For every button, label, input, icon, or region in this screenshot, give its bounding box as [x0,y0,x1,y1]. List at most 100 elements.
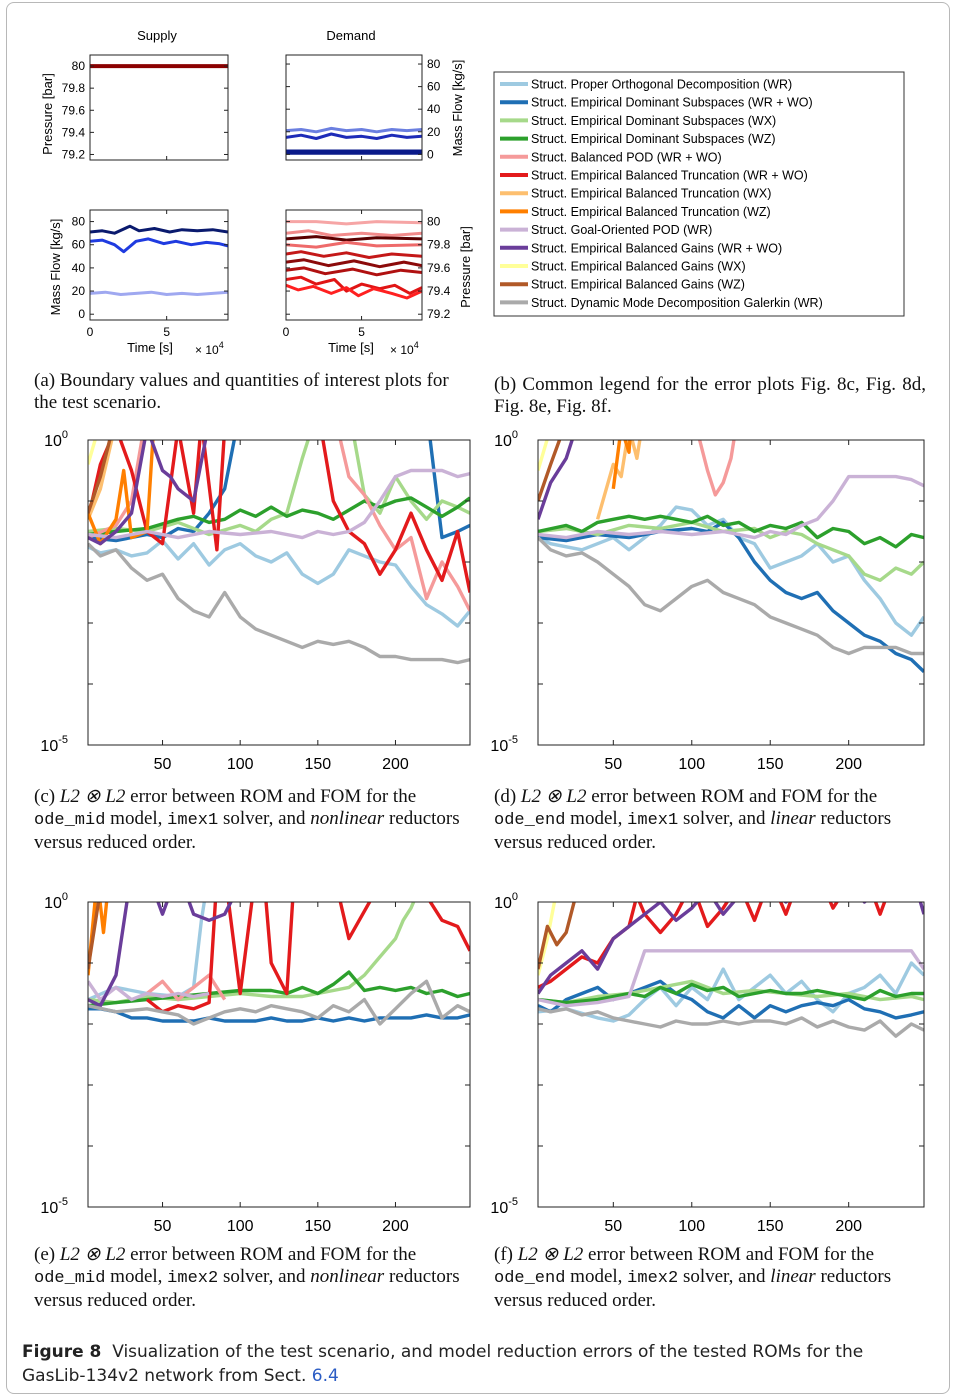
xlabel-supply-time: Time [s] [127,340,173,355]
y-tick-label: 79.4 [62,125,86,139]
series-group [538,902,924,1038]
series-line [538,949,924,1008]
series-line [88,902,109,976]
figure-label: Figure 8 [22,1342,102,1362]
series-line [90,237,228,254]
caption-a: (a) Boundary values and quantities of in… [34,370,449,413]
x-tick-label: 5 [163,325,170,339]
series-line [88,440,470,543]
series-line [538,440,562,502]
section-link[interactable]: 6.4 [311,1366,339,1386]
series-line [538,536,924,656]
x-tick-label: 100 [227,1218,254,1235]
legend: Struct. Proper Orthogonal Decomposition … [500,78,823,310]
caption-e: (e) L2 ⊗ L2 error between ROM and FOM fo… [34,1244,460,1311]
series-line [538,505,924,637]
series-line [538,440,574,520]
series-line [538,474,924,540]
x-tick-label: 200 [382,1218,409,1235]
y-tick-label: 100 [494,429,518,450]
plot-demand-pressure: 80 79.8 79.6 79.4 79.2 0 5 [283,209,451,339]
legend-label: Struct. Empirical Dominant Subspaces (WX… [531,114,776,128]
x-tick-label: 50 [604,1218,622,1235]
x-tick-label: 150 [304,756,331,773]
figure-caption-text: Visualization of the test scenario, and … [22,1342,864,1386]
legend-label: Struct. Dynamic Mode Decomposition Galer… [531,296,823,310]
y-tick-label: 10-5 [40,1196,68,1217]
caption-b: (b) Common legend for the error plots Fi… [494,374,927,417]
y-tick-label: 100 [44,891,68,912]
y-tick-label: 79.2 [62,147,86,161]
y-tick-label: 10-5 [490,734,518,755]
series-line [88,440,470,612]
xlabel-demand-time: Time [s] [328,340,374,355]
axes-frame [89,209,229,321]
x-tick-label: 50 [604,756,622,773]
x-tick-label: 150 [757,1218,784,1235]
series-line [538,979,924,1020]
plot-supply-massflow: 80 60 40 20 00 5 [72,209,229,339]
legend-label: Struct. Empirical Dominant Subspaces (WZ… [531,132,776,146]
series-line [88,902,233,1008]
y-tick-label: 80 [427,57,441,71]
y-tick-label: 79.2 [427,307,451,321]
y-tick-label: 100 [44,429,68,450]
series-line [88,538,470,628]
series-line [88,902,416,1005]
series-line [286,258,422,269]
series-group [286,126,422,155]
series-line [88,440,112,514]
series-line [90,290,228,296]
series-line [88,542,470,665]
y-tick-label: 79.4 [427,284,451,298]
series-line [697,440,736,497]
series-line [88,979,470,1026]
x-tick-label: 200 [382,756,409,773]
series-line [538,979,924,1005]
legend-label: Struct. Empirical Balanced Gains (WR + W… [531,241,782,255]
caption-c: (c) L2 ⊗ L2 error between ROM and FOM fo… [34,786,460,853]
axes-frame [537,901,925,1208]
legend-label: Struct. Empirical Balanced Gains (WX) [531,260,746,274]
series-line [286,275,422,295]
series-line [538,514,924,549]
series-line [88,440,470,593]
series-line [286,240,422,249]
ylabel-demand-pressure: Pressure [bar] [458,226,473,308]
x-tick-label: 150 [757,756,784,773]
caption-d: (d) L2 ⊗ L2 error between ROM and FOM fo… [494,786,892,853]
series-line [538,520,924,674]
legend-label: Struct. Balanced POD (WR + WO) [531,150,722,164]
plot-error-d: 100 10-5 50 100 150 200 [490,429,925,773]
x-tick-label: 50 [154,756,172,773]
series-line [90,224,228,235]
y-tick-label: 20 [72,284,86,298]
axes-frame [285,54,423,161]
y-tick-label: 80 [427,215,441,229]
x-tick-label: 50 [154,1218,172,1235]
y-tick-label: 0 [427,147,434,161]
series-line [538,902,576,970]
x-tick-label: 100 [678,756,705,773]
y-tick-label: 40 [72,261,86,275]
y-tick-label: 0 [78,307,85,321]
series-line [286,250,422,259]
x-tick-label: 100 [678,1218,705,1235]
series-line [88,1007,470,1023]
y-tick-label: 10-5 [490,1196,518,1217]
axes-frame [87,901,471,1208]
axes-frame [537,439,925,746]
y-tick-label: 79.6 [427,261,451,275]
axes-frame [285,209,423,321]
title-supply: Supply [137,28,177,43]
legend-label: Struct. Empirical Balanced Truncation (W… [531,169,808,183]
series-line [286,220,422,226]
series-line [88,902,101,970]
y-tick-label: 20 [427,125,441,139]
plot-demand-massflow: 80 60 40 20 0 [285,54,441,161]
plot-error-c: 100 10-5 50 100 150 200 [40,429,471,773]
caption-f: (f) L2 ⊗ L2 error between ROM and FOM fo… [494,1244,892,1311]
axes-frame [87,439,471,746]
x-tick-label: 100 [227,756,254,773]
ylabel-demand-massflow: Mass Flow [kg/s] [450,60,465,157]
